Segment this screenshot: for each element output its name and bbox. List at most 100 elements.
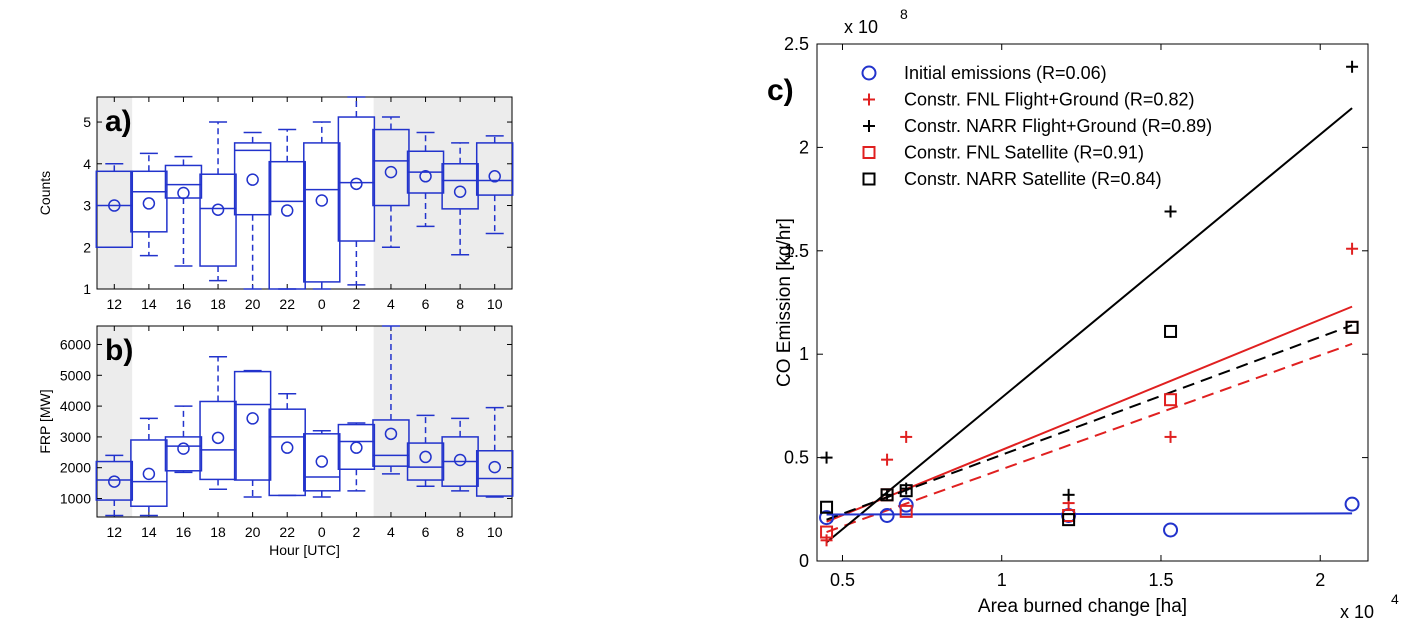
box-18 [199, 356, 237, 491]
mean-marker [315, 455, 329, 468]
y-axis-label: Counts [37, 171, 53, 215]
box-iqr [164, 436, 203, 472]
legend-marker [862, 146, 876, 159]
box-16 [164, 155, 203, 267]
mean-marker [177, 186, 190, 200]
box-iqr [337, 423, 376, 471]
box-iqr [95, 170, 134, 249]
box-10 [475, 135, 514, 235]
data-point [820, 534, 833, 547]
x-tick-label: 1 [997, 570, 1007, 590]
plot-frame [96, 325, 513, 518]
x-tick-label: 4 [387, 524, 395, 540]
box-iqr [475, 142, 514, 196]
y-tick-label: 2000 [60, 460, 91, 476]
mean-marker [419, 170, 432, 183]
box-iqr [95, 460, 134, 501]
fit-line [826, 305, 1353, 523]
data-point [900, 430, 913, 443]
x-tick-label: 2 [352, 524, 360, 540]
y-tick-label: 0.5 [784, 448, 809, 468]
x-tick-label: 16 [176, 296, 192, 312]
box-0 [303, 429, 341, 498]
box-iqr [475, 450, 514, 497]
box-iqr [233, 142, 272, 216]
data-point [881, 453, 894, 466]
mean-marker [211, 203, 225, 216]
box-2 [337, 96, 376, 286]
panel-label: a) [105, 105, 132, 138]
box-iqr [268, 160, 306, 290]
x-tick-label: 14 [141, 296, 157, 312]
data-point [1345, 320, 1359, 334]
x-tick-label: 4 [387, 296, 395, 312]
x-tick-label: 18 [210, 524, 226, 540]
legend-entry: Constr. NARR Flight+Ground (R=0.89) [904, 116, 1212, 136]
mean-marker [419, 450, 432, 464]
data-point [820, 500, 834, 514]
mean-marker [246, 412, 259, 425]
legend-entry: Initial emissions (R=0.06) [904, 63, 1107, 83]
box-iqr [199, 400, 237, 481]
legend-entry: Constr. FNL Flight+Ground (R=0.82) [904, 90, 1194, 110]
data-point [1164, 393, 1178, 407]
x-tick-label: 16 [176, 524, 192, 540]
mean-marker [384, 427, 398, 441]
box-14 [130, 152, 168, 257]
y-tick-label: 4000 [60, 398, 91, 414]
x-tick-label: 0 [318, 524, 326, 540]
data-point [1164, 324, 1178, 338]
box-22 [268, 128, 306, 290]
x-tick-label: 20 [245, 296, 261, 312]
legend-marker [861, 65, 877, 81]
data-point [1062, 509, 1076, 523]
y-multiplier-exponent: 8 [900, 6, 908, 22]
shaded-region [477, 326, 513, 517]
x-tick-label: 8 [456, 296, 464, 312]
series-points [820, 320, 1359, 527]
box-18 [199, 121, 237, 282]
y-tick-label: 1000 [60, 491, 91, 507]
box-8 [441, 417, 479, 492]
mean-marker [350, 177, 363, 191]
shaded-region [477, 97, 513, 289]
y-tick-label: 5 [83, 114, 91, 130]
box-iqr [303, 433, 341, 492]
box-iqr [233, 370, 272, 481]
y-tick-label: 2 [83, 239, 91, 255]
box-16 [164, 405, 203, 474]
box-iqr [268, 408, 306, 497]
scatter-panel-c: 0 0.5 1 1.5 2 2.5 0.5 1 1.5 2 x 10 8 x 10 4 Area burne… [767, 6, 1399, 622]
box-iqr [372, 128, 410, 207]
box-14 [130, 417, 168, 517]
mean-marker [142, 197, 156, 210]
x-multiplier-exponent: 4 [1391, 591, 1399, 607]
data-point [880, 488, 894, 502]
shaded-region [97, 97, 133, 289]
mean-marker [142, 467, 156, 481]
data-point [1164, 430, 1177, 443]
data-point [1346, 242, 1359, 255]
x-tick-label: 0 [318, 296, 326, 312]
y-tick-label: 0 [799, 551, 809, 571]
fit-line [826, 324, 1353, 521]
box-iqr [337, 116, 376, 242]
box-0 [303, 121, 341, 290]
mean-marker [108, 199, 121, 212]
legend-entry: Constr. NARR Satellite (R=0.84) [904, 169, 1162, 189]
panel-label: c) [767, 74, 794, 107]
plot-frame [816, 43, 1369, 562]
x-tick-label: 10 [487, 524, 503, 540]
data-point [899, 504, 913, 518]
mean-marker [453, 453, 467, 467]
data-point [1344, 496, 1360, 512]
panel-label: b) [105, 334, 133, 367]
x-tick-label: 6 [422, 524, 430, 540]
x-tick-label: 14 [141, 524, 157, 540]
box-iqr [130, 170, 168, 233]
y-tick-label: 6000 [60, 336, 91, 352]
fit-line [826, 512, 1353, 516]
data-point [820, 451, 833, 464]
legend-entry: Constr. FNL Satellite (R=0.91) [904, 143, 1144, 163]
